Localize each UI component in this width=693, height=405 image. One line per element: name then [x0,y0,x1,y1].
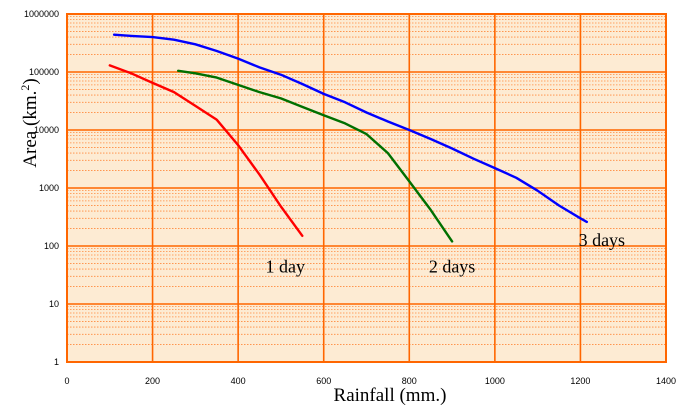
minor-gridlines [67,16,666,345]
y-tick-label: 10000 [34,125,59,135]
y-axis-title: Area (km.2) [18,78,41,167]
x-tick-label: 400 [231,376,246,386]
y-axis-ticks: 1 10 100 1000 10000 100000 1000000 [24,9,59,367]
series-label-2: 2 days [429,256,476,276]
x-axis-ticks: 0 200 400 600 800 1000 1200 1400 [64,376,676,386]
x-axis-title: Rainfall (mm.) [334,385,447,405]
y-tick-label: 10 [49,299,59,309]
y-tick-label: 1000 [39,183,59,193]
x-tick-label: 1200 [570,376,590,386]
series-layer [108,33,588,243]
x-tick-label: 800 [402,376,417,386]
x-tick-label: 1400 [656,376,676,386]
y-tick-label: 100000 [29,67,59,77]
y-axis-title-close: ) [20,78,41,84]
y-axis-title-text: Area (km. [20,91,41,168]
x-tick-label: 600 [316,376,331,386]
series-label-1: 1 day [265,256,305,276]
x-tick-label: 1000 [485,376,505,386]
series-line-2 [177,69,454,243]
y-tick-label: 100 [44,241,59,251]
y-tick-label: 1 [54,357,59,367]
x-tick-label: 200 [145,376,160,386]
series-line-1 [108,64,304,237]
y-axis-title-superscript: 2 [18,85,32,91]
y-tick-label: 1000000 [24,9,59,19]
series-line-3 [112,33,588,224]
plot-frame [66,13,667,363]
series-labels: 1 day 2 days 3 days [265,230,625,276]
x-tick-label: 0 [64,376,69,386]
series-label-3: 3 days [579,230,626,250]
